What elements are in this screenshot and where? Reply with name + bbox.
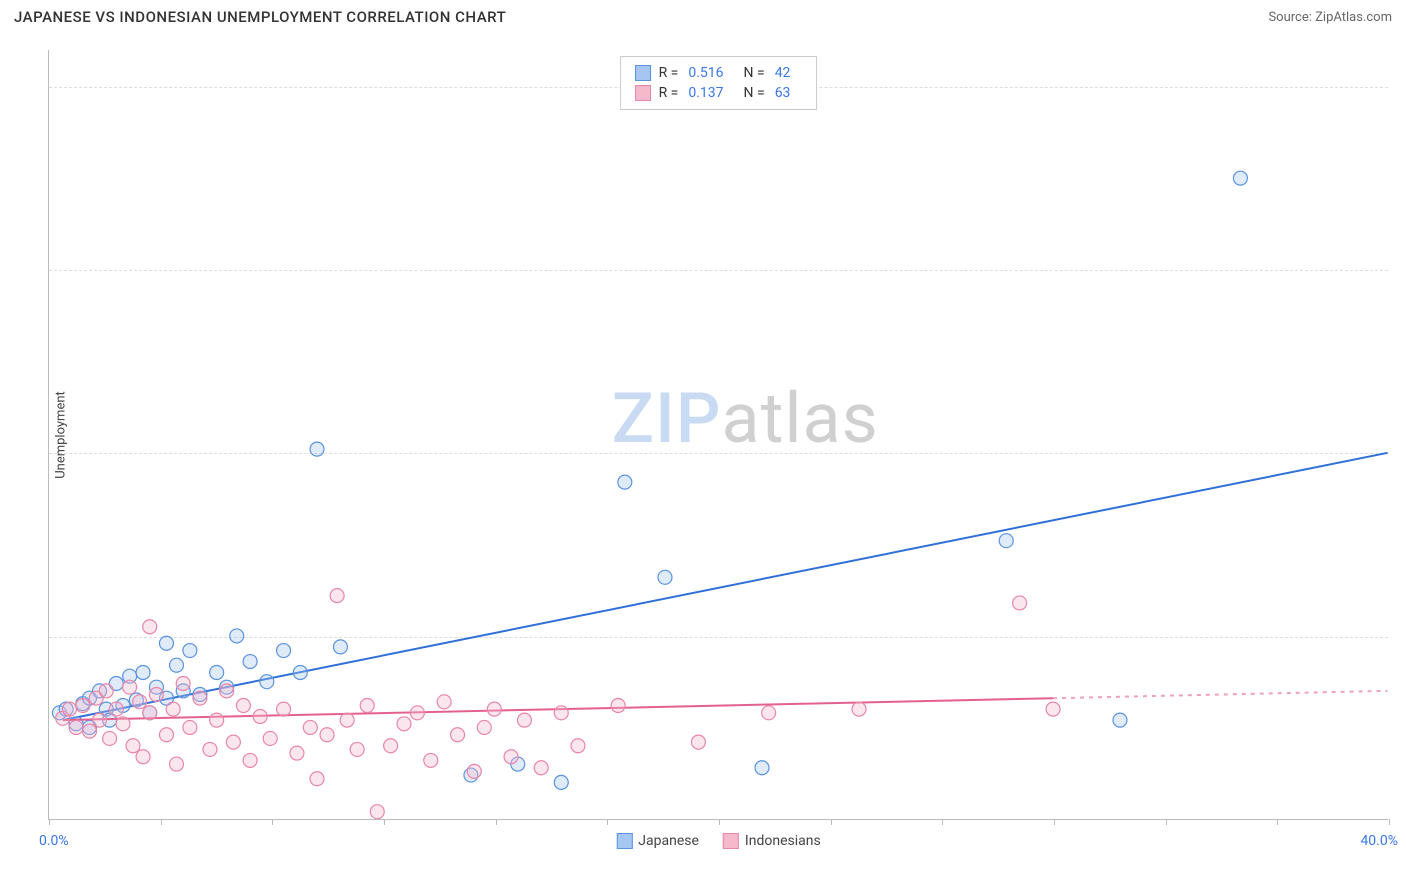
correlation-legend: R = 0.516 N = 42 R = 0.137 N = 63 xyxy=(620,56,818,110)
n-label: N = xyxy=(744,85,765,101)
legend-swatch-indonesians xyxy=(635,85,651,101)
n-value-japanese: 42 xyxy=(775,65,791,81)
x-axis-min-label: 0.0% xyxy=(39,833,69,849)
r-value-indonesians: 0.137 xyxy=(688,85,723,101)
r-value-japanese: 0.516 xyxy=(688,65,723,81)
legend-label-japanese: Japanese xyxy=(638,833,699,849)
chart-plot-area: Unemployment 10.0%20.0%30.0%40.0% ZIPatl… xyxy=(48,50,1388,820)
legend-label-indonesians: Indonesians xyxy=(745,833,821,849)
n-label: N = xyxy=(744,65,765,81)
n-value-indonesians: 63 xyxy=(775,85,791,101)
legend-swatch-icon xyxy=(616,833,632,849)
y-tick-label: 20.0% xyxy=(1398,445,1406,461)
y-tick-label: 40.0% xyxy=(1398,79,1406,95)
y-tick-label: 30.0% xyxy=(1398,262,1406,278)
source-label: Source: xyxy=(1268,10,1311,25)
chart-title: JAPANESE VS INDONESIAN UNEMPLOYMENT CORR… xyxy=(14,8,506,26)
scatter-plot xyxy=(49,50,1388,819)
y-tick-label: 10.0% xyxy=(1398,629,1406,645)
series-legend: Japanese Indonesians xyxy=(616,833,820,849)
source-attribution: Source: ZipAtlas.com xyxy=(1268,10,1392,25)
legend-row-japanese: R = 0.516 N = 42 xyxy=(635,63,803,83)
r-label: R = xyxy=(659,65,679,81)
legend-item-indonesians: Indonesians xyxy=(723,833,821,849)
legend-row-indonesians: R = 0.137 N = 63 xyxy=(635,83,803,103)
x-axis-max-label: 40.0% xyxy=(1360,833,1398,849)
source-value: ZipAtlas.com xyxy=(1315,10,1392,25)
r-label: R = xyxy=(659,85,679,101)
legend-item-japanese: Japanese xyxy=(616,833,699,849)
legend-swatch-japanese xyxy=(635,65,651,81)
legend-swatch-icon xyxy=(723,833,739,849)
